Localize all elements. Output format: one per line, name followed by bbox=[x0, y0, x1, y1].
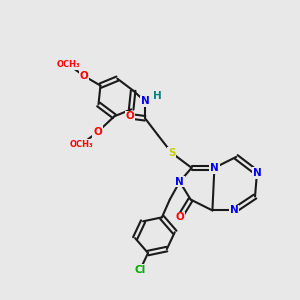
Text: N: N bbox=[253, 168, 261, 178]
Text: O: O bbox=[79, 71, 88, 81]
Text: H: H bbox=[153, 91, 161, 100]
Text: O: O bbox=[93, 127, 102, 137]
Text: O: O bbox=[175, 212, 184, 222]
Text: S: S bbox=[168, 148, 176, 158]
Text: N: N bbox=[175, 177, 184, 187]
Text: O: O bbox=[126, 111, 135, 121]
Text: Cl: Cl bbox=[134, 265, 146, 275]
Text: N: N bbox=[230, 206, 239, 215]
Text: OCH₃: OCH₃ bbox=[70, 140, 94, 148]
Text: N: N bbox=[141, 97, 149, 106]
Text: N: N bbox=[210, 163, 219, 173]
Text: OCH₃: OCH₃ bbox=[57, 60, 81, 69]
